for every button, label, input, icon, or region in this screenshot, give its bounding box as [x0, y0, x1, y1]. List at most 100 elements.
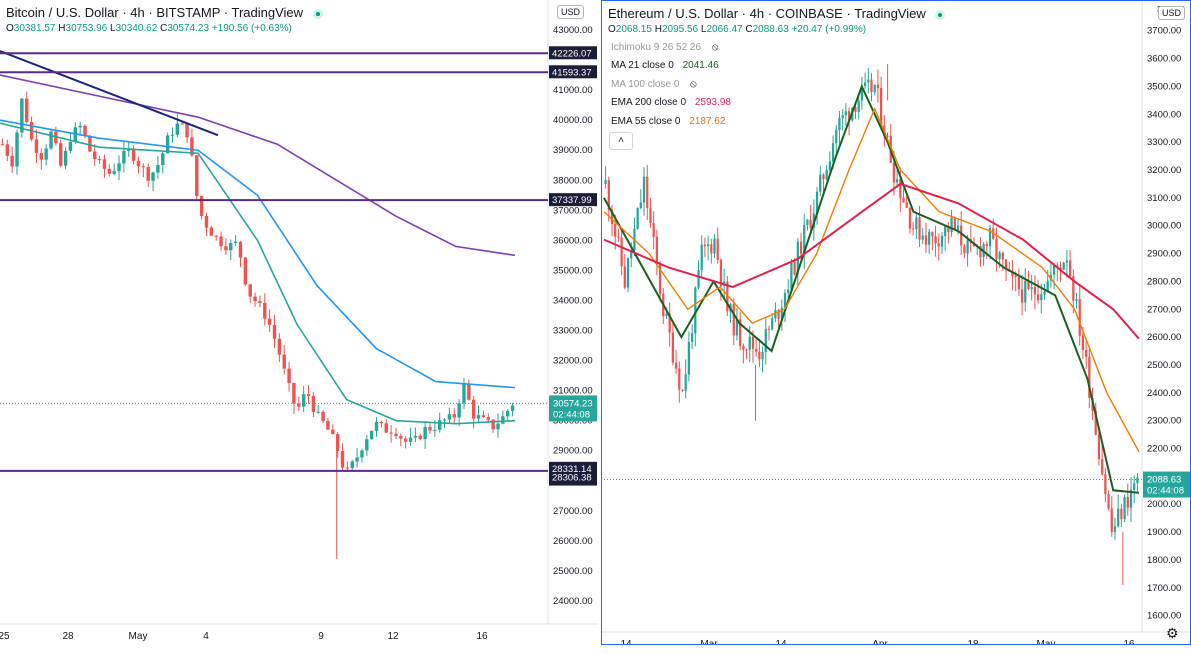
- indicator-ichimoku-label: Ichimoku 9 26 52 26: [611, 42, 702, 53]
- candle-body: [710, 244, 713, 254]
- btc-chart-svg[interactable]: 24000.00 25000.00 26000.00 27000.00 29000.00…: [0, 0, 598, 645]
- candle-body: [399, 436, 403, 439]
- candle-body: [649, 207, 652, 224]
- candle-body: [44, 148, 48, 160]
- candle-body: [748, 336, 751, 351]
- candle-body: [706, 244, 710, 247]
- moving-average-line: [603, 83, 1140, 494]
- indicator-ema55[interactable]: EMA 55 close 0 2187.62: [609, 115, 728, 128]
- candle-body: [369, 430, 374, 440]
- candle-body: [1052, 265, 1056, 275]
- candle-body: [428, 427, 432, 431]
- price-tick-label: 3100.00: [1147, 193, 1181, 204]
- candle-body: [610, 210, 614, 225]
- candle-body: [646, 176, 649, 208]
- indicator-ma21[interactable]: MA 21 close 0 2041.46: [609, 59, 721, 72]
- btc-interval[interactable]: 4h: [130, 5, 145, 20]
- price-tick-label: 37000.00: [553, 205, 593, 216]
- candle-body: [690, 333, 694, 342]
- candle-body: [815, 191, 819, 214]
- candle-body: [783, 292, 787, 308]
- eye-hidden-icon[interactable]: ⦸: [690, 79, 697, 90]
- candle-body: [1065, 260, 1069, 263]
- indicator-ema200[interactable]: EMA 200 close 0 2593.98: [609, 96, 733, 109]
- candle-body: [1040, 294, 1043, 301]
- candle-body: [918, 217, 921, 240]
- candle-body: [165, 135, 170, 154]
- candle-body: [1081, 335, 1085, 351]
- eth-symbol-title[interactable]: Ethereum / U.S. Dollar: [608, 6, 739, 21]
- candle-body: [321, 411, 325, 422]
- candle-body: [146, 167, 150, 181]
- candle-body: [924, 235, 928, 245]
- candle-body: [1004, 259, 1008, 270]
- candle-body: [204, 215, 209, 228]
- candle-body: [950, 217, 953, 232]
- candle-body: [258, 301, 262, 303]
- candle-body: [751, 336, 755, 349]
- eth-brand: TradingView: [854, 6, 926, 21]
- candle-body: [413, 435, 418, 438]
- candle-body: [117, 163, 121, 172]
- eth-chart-pane[interactable]: 1600.001700.001800.001900.002000.002100.…: [601, 0, 1191, 645]
- collapse-legend-button[interactable]: ˄: [609, 132, 633, 150]
- candle-body: [253, 296, 257, 302]
- candle-body: [316, 411, 320, 413]
- indicator-ichimoku[interactable]: Ichimoku 9 26 52 26 ⦸: [609, 41, 721, 54]
- candle-body: [921, 235, 924, 240]
- time-tick-label: 16: [1123, 639, 1135, 645]
- candle-body: [350, 461, 354, 469]
- candle-body: [39, 152, 43, 160]
- candle-body: [306, 394, 311, 397]
- candle-body: [486, 417, 490, 420]
- candle-body: [496, 423, 500, 430]
- candle-body: [433, 429, 437, 431]
- level-price-badge: [549, 65, 597, 79]
- settings-gear-icon[interactable]: ⚙: [1166, 625, 1179, 641]
- candle-body: [491, 419, 495, 430]
- candle-body: [998, 252, 1001, 260]
- candle-body: [623, 266, 626, 288]
- price-tick-label: 24000.00: [553, 596, 593, 607]
- candle-body: [700, 244, 703, 270]
- candle-body: [630, 250, 633, 259]
- time-tick-label: 14: [620, 639, 632, 645]
- indicator-ma100[interactable]: MA 100 close 0 ⦸: [609, 78, 699, 91]
- indicator-ema200-label: EMA 200 close 0: [611, 97, 687, 108]
- eth-currency-selector[interactable]: USD: [1158, 6, 1186, 20]
- btc-symbol-title[interactable]: Bitcoin / U.S. Dollar: [6, 5, 119, 20]
- price-tick-label: 1900.00: [1147, 527, 1181, 538]
- candle-body: [803, 224, 806, 254]
- candle-body: [199, 196, 204, 216]
- candle-body: [93, 151, 97, 160]
- btc-ohlc-row: O30381.57 H30753.96 L30340.62 C30574.23 …: [6, 23, 292, 34]
- btc-change: +190.56 (+0.63%): [211, 23, 292, 34]
- moving-average-line: [603, 182, 1140, 340]
- candle-body: [379, 421, 384, 424]
- candle-body: [229, 243, 233, 251]
- candle-body: [112, 171, 116, 174]
- candle-body: [947, 226, 950, 232]
- candle-body: [790, 261, 793, 290]
- btc-brand: TradingView: [231, 5, 304, 20]
- eth-interval[interactable]: 4h: [749, 6, 765, 21]
- last-price-label: 2088.63: [1147, 475, 1181, 486]
- price-tick-label: 3200.00: [1147, 165, 1181, 176]
- candle-body: [1062, 262, 1065, 270]
- eye-hidden-icon[interactable]: ⦸: [711, 42, 719, 53]
- candle-body: [944, 226, 947, 236]
- eth-chart-svg[interactable]: 1600.001700.001800.001900.002000.002100.…: [601, 0, 1191, 645]
- candle-body: [1126, 496, 1129, 508]
- candle-body: [863, 82, 867, 86]
- candle-body: [360, 450, 364, 458]
- candle-body: [282, 354, 286, 369]
- price-tick-label: 32000.00: [553, 356, 593, 367]
- candle-body: [1110, 508, 1113, 532]
- time-tick-label: Apr: [872, 639, 888, 645]
- candle-body: [960, 225, 963, 246]
- candle-body: [501, 416, 505, 424]
- candle-body: [758, 351, 761, 360]
- btc-chart-pane[interactable]: 24000.00 25000.00 26000.00 27000.00 29000.00…: [0, 0, 598, 645]
- btc-currency-selector[interactable]: USD: [557, 5, 585, 19]
- time-tick-label: Mar: [700, 639, 718, 645]
